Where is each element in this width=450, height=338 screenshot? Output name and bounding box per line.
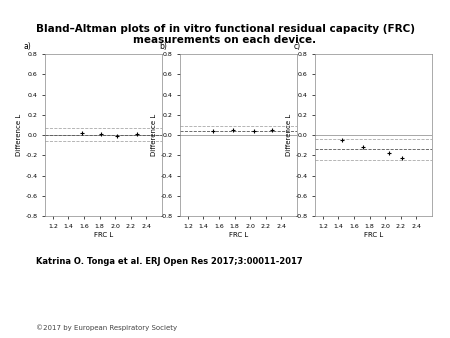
Text: a): a) <box>24 42 32 51</box>
Text: Bland–Altman plots of in vitro functional residual capacity (FRC) measurements o: Bland–Altman plots of in vitro functiona… <box>36 24 414 45</box>
Text: Katrina O. Tonga et al. ERJ Open Res 2017;3:00011-2017: Katrina O. Tonga et al. ERJ Open Res 201… <box>36 257 302 266</box>
Text: c): c) <box>294 42 301 51</box>
Y-axis label: Difference L: Difference L <box>152 114 158 156</box>
Y-axis label: Difference L: Difference L <box>17 114 22 156</box>
Text: b): b) <box>159 42 167 51</box>
Text: ©2017 by European Respiratory Society: ©2017 by European Respiratory Society <box>36 324 177 331</box>
X-axis label: FRC L: FRC L <box>364 232 383 238</box>
X-axis label: FRC L: FRC L <box>94 232 113 238</box>
X-axis label: FRC L: FRC L <box>229 232 248 238</box>
Y-axis label: Difference L: Difference L <box>287 114 292 156</box>
